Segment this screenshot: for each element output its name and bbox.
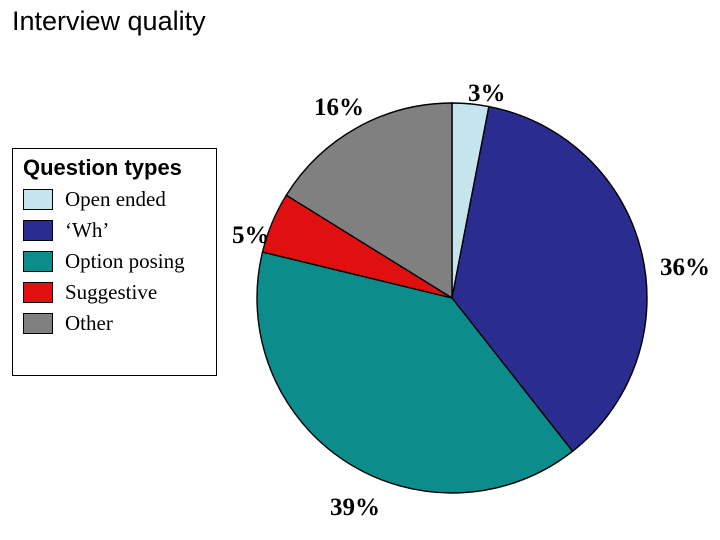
- pct-label: 36%: [660, 254, 710, 282]
- legend-label: ‘Wh’: [65, 218, 109, 243]
- legend-item: Other: [23, 311, 206, 336]
- pct-label: 5%: [232, 222, 270, 250]
- legend-label: Other: [65, 311, 113, 336]
- legend-item: ‘Wh’: [23, 218, 206, 243]
- pie-chart: [255, 101, 649, 500]
- legend-title: Question types: [23, 155, 206, 181]
- legend-swatch: [23, 220, 53, 241]
- legend-label: Suggestive: [65, 280, 157, 305]
- legend-swatch: [23, 189, 53, 210]
- legend-swatch: [23, 282, 53, 303]
- pie-svg: [255, 101, 649, 495]
- legend-item: Suggestive: [23, 280, 206, 305]
- legend-item: Open ended: [23, 187, 206, 212]
- legend-item: Option posing: [23, 249, 206, 274]
- pct-label: 3%: [468, 80, 506, 108]
- page-title: Interview quality: [12, 6, 206, 37]
- legend-label: Open ended: [65, 187, 166, 212]
- pct-label: 16%: [314, 94, 364, 122]
- legend-swatch: [23, 313, 53, 334]
- legend-swatch: [23, 251, 53, 272]
- legend-label: Option posing: [65, 249, 185, 274]
- legend-box: Question types Open ended ‘Wh’ Option posi…: [12, 148, 217, 376]
- pct-label: 39%: [330, 494, 380, 522]
